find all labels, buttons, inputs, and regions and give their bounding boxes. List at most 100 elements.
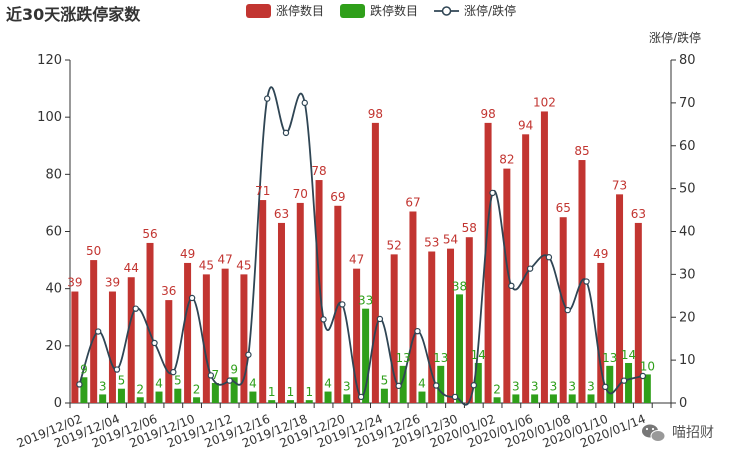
legend-label: 跌停数目 (370, 3, 418, 18)
bar-limit-down (343, 394, 351, 403)
ratio-point (451, 393, 459, 401)
bar-limit-down (587, 394, 595, 403)
label-limit-down: 3 (512, 379, 520, 393)
label-limit-down: 9 (230, 362, 238, 376)
y-left-tick-label: 100 (37, 110, 62, 125)
label-limit-down: 2 (493, 382, 501, 396)
label-limit-down: 5 (118, 374, 126, 388)
ratio-line-path (78, 86, 644, 406)
label-limit-up: 49 (593, 247, 608, 261)
label-limit-up: 39 (67, 276, 82, 290)
y-left-tick-label: 40 (45, 282, 62, 297)
label-limit-up: 47 (218, 253, 233, 267)
ratio-point (620, 377, 628, 384)
bar-limit-up (634, 222, 642, 403)
ratio-point (564, 306, 571, 314)
watermark-text: 喵招财 (672, 425, 714, 441)
bar-limit-down (549, 394, 557, 403)
legend-item[interactable]: 涨停数目 (246, 3, 324, 18)
ratio-point (151, 339, 158, 347)
ratio-point (226, 377, 233, 384)
bar-limit-up (409, 211, 417, 403)
y-left-tick-label: 60 (45, 225, 62, 240)
label-limit-down: 5 (174, 374, 182, 388)
label-limit-up: 39 (105, 276, 120, 290)
bar-limit-up (559, 217, 567, 403)
ratio-point (94, 328, 102, 335)
bar-limit-up (90, 260, 98, 403)
bar-limit-up (184, 262, 192, 403)
bar-limit-down (362, 308, 370, 403)
ratio-point (639, 372, 647, 380)
ratio-point (132, 305, 139, 312)
ratio-point (320, 316, 327, 323)
label-limit-down: 33 (358, 294, 373, 308)
label-limit-up: 45 (199, 258, 214, 272)
legend-item[interactable]: 跌停数目 (340, 3, 418, 18)
label-limit-up: 63 (274, 207, 289, 221)
bar-limit-up (71, 291, 79, 403)
y-right-axis-name: 涨停/跌停 (649, 30, 701, 45)
bar-limit-down (155, 391, 163, 403)
bar-limit-down (456, 294, 464, 403)
ratio-point (339, 301, 346, 308)
bar-limit-down (268, 400, 276, 403)
label-limit-down: 3 (550, 379, 558, 393)
label-limit-down: 3 (587, 379, 595, 393)
bar-limit-up (240, 274, 248, 403)
y-right-tick-label: 70 (679, 96, 696, 111)
ratio-point (376, 315, 384, 323)
label-limit-down: 9 (80, 362, 88, 376)
ratio-point (414, 327, 421, 335)
bar-limit-down (230, 377, 238, 403)
y-right-tick-label: 60 (679, 139, 696, 154)
label-limit-up: 54 (443, 233, 458, 247)
legend-swatch (246, 4, 271, 18)
bar-limit-down (136, 397, 144, 403)
label-limit-up: 50 (86, 244, 101, 258)
label-limit-down: 3 (343, 379, 351, 393)
label-limit-up: 71 (255, 184, 270, 198)
label-limit-up: 69 (330, 190, 345, 204)
label-limit-down: 13 (396, 351, 411, 365)
label-limit-down: 3 (99, 379, 107, 393)
bar-limit-down (80, 377, 88, 403)
legend-label: 涨停数目 (276, 3, 324, 18)
wechat-icon (642, 424, 666, 442)
label-limit-up: 98 (480, 107, 495, 121)
label-limit-down: 2 (193, 382, 201, 396)
bar-limit-down (474, 362, 482, 403)
label-limit-down: 5 (381, 374, 389, 388)
legend-item[interactable]: 涨停/跌停 (434, 3, 516, 18)
label-limit-up: 70 (293, 187, 308, 201)
label-limit-down: 13 (602, 351, 617, 365)
ratio-point (583, 278, 590, 285)
bar-limit-down (625, 362, 633, 403)
legend-circle-symbol (441, 6, 452, 16)
y-right-tick-label: 10 (679, 353, 696, 368)
y-right-tick-label: 30 (679, 267, 696, 282)
ratio-point (245, 351, 252, 358)
bar-limit-up (597, 262, 605, 403)
ratio-point (207, 372, 215, 379)
bar-limit-down (380, 388, 388, 403)
bar-limit-up (221, 268, 229, 403)
legend-label: 涨停/跌停 (464, 3, 516, 18)
label-limit-up: 94 (518, 118, 533, 132)
bar-limit-down (117, 388, 125, 403)
bar-limit-down (286, 400, 294, 403)
bar-limit-up (296, 202, 304, 403)
label-limit-down: 4 (418, 377, 426, 391)
y-left-tick-label: 120 (37, 53, 62, 68)
ratio-point (357, 393, 365, 401)
label-limit-up: 52 (387, 238, 402, 252)
ratio-point (602, 383, 609, 391)
label-limit-up: 73 (612, 178, 627, 192)
bar-limit-up (371, 122, 379, 403)
ratio-point (301, 99, 308, 107)
bar-limit-up (447, 248, 455, 403)
y-left-tick-label: 80 (45, 167, 62, 182)
watermark: 喵招财 (642, 424, 714, 442)
legend[interactable]: 涨停数目 跌停数目 涨停/跌停 (246, 3, 516, 18)
label-limit-down: 4 (249, 377, 257, 391)
